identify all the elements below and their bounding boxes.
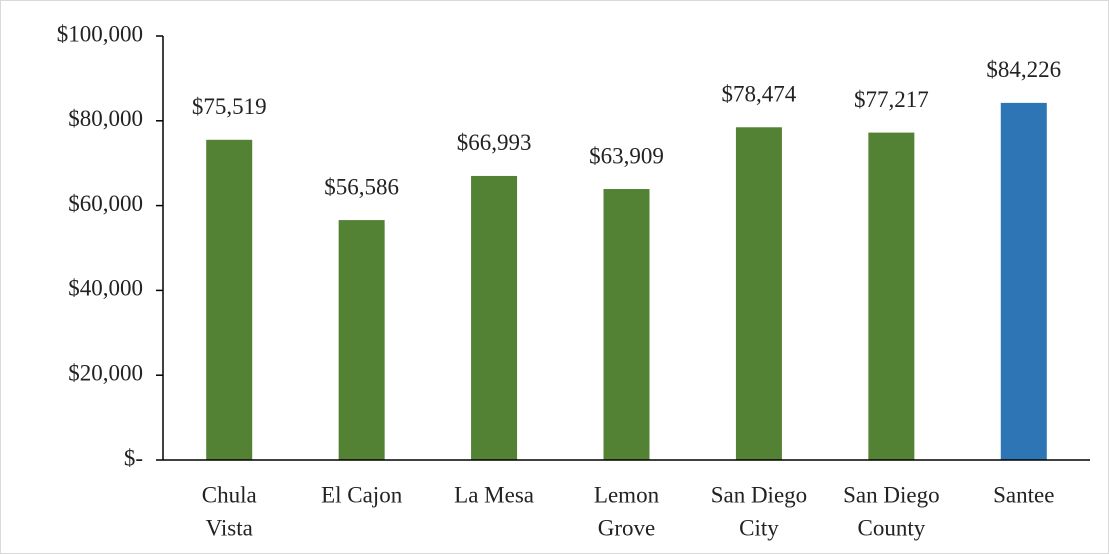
value-label: $56,586 — [324, 174, 399, 199]
x-tick-label: San Diego — [711, 482, 807, 507]
x-tick-label: Vista — [206, 515, 253, 540]
x-tick-label: County — [857, 515, 925, 540]
bar — [735, 127, 782, 461]
y-tick-label: $80,000 — [68, 106, 143, 131]
bar — [603, 189, 650, 461]
value-label: $78,474 — [722, 82, 797, 107]
x-tick-label: Santee — [993, 482, 1054, 507]
y-tick-label: $- — [124, 445, 143, 470]
x-tick-label: San Diego — [843, 482, 939, 507]
bar — [471, 175, 518, 460]
bar — [868, 132, 915, 460]
x-tick-label: El Cajon — [321, 482, 403, 507]
value-label: $84,226 — [986, 57, 1061, 82]
value-label: $66,993 — [457, 130, 532, 155]
x-tick-label: La Mesa — [454, 482, 534, 507]
y-tick-label: $40,000 — [68, 276, 143, 301]
x-tick-label: Grove — [598, 515, 655, 540]
x-tick-label: Lemon — [594, 482, 660, 507]
bar — [206, 139, 253, 460]
bar — [338, 220, 385, 460]
y-tick-label: $20,000 — [68, 360, 143, 385]
y-tick-label: $60,000 — [68, 191, 143, 216]
x-tick-label: City — [739, 515, 779, 540]
value-label: $63,909 — [589, 143, 664, 168]
bar — [1000, 102, 1047, 460]
x-tick-label: Chula — [202, 482, 257, 507]
value-label: $75,519 — [192, 94, 267, 119]
value-label: $77,217 — [854, 87, 929, 112]
y-tick-label: $100,000 — [57, 21, 143, 46]
